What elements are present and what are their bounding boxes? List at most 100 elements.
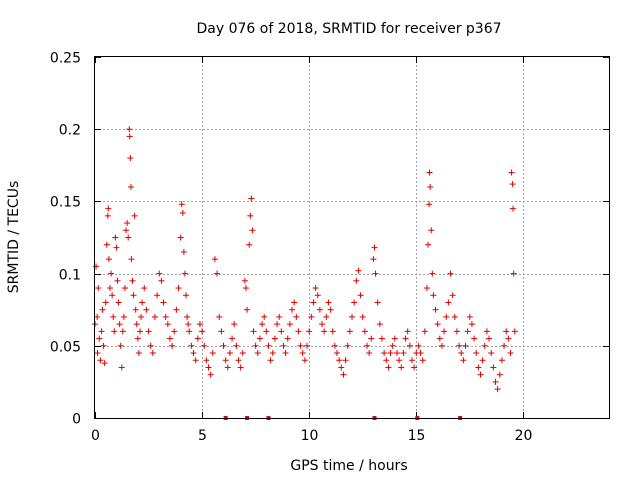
data-point xyxy=(359,313,366,320)
data-point xyxy=(488,350,495,357)
data-point xyxy=(475,364,482,371)
data-point xyxy=(338,364,345,371)
data-point xyxy=(299,350,306,357)
data-point xyxy=(353,277,360,284)
data-point xyxy=(340,371,347,378)
data-point xyxy=(123,227,130,234)
data-point xyxy=(143,306,150,313)
data-point xyxy=(203,357,210,364)
plot-frame xyxy=(94,56,610,419)
data-point xyxy=(261,313,268,320)
data-point xyxy=(374,299,381,306)
data-point xyxy=(511,328,518,335)
data-point xyxy=(385,364,392,371)
data-point xyxy=(237,364,244,371)
data-point xyxy=(425,241,432,248)
data-point xyxy=(136,328,143,335)
data-point xyxy=(250,328,257,335)
data-point xyxy=(363,342,370,349)
data-point xyxy=(254,350,261,357)
data-point xyxy=(508,169,515,176)
data-point xyxy=(477,371,484,378)
data-point xyxy=(291,299,298,306)
data-point xyxy=(128,256,135,263)
data-point xyxy=(196,321,203,328)
data-point xyxy=(505,335,512,342)
data-point xyxy=(242,285,249,292)
data-point xyxy=(188,342,195,349)
data-point xyxy=(209,350,216,357)
data-point xyxy=(133,321,140,328)
data-point xyxy=(222,357,229,364)
data-point xyxy=(100,342,107,349)
x-axis-label: GPS time / hours xyxy=(290,458,407,474)
data-point xyxy=(207,371,214,378)
data-point xyxy=(481,342,488,349)
data-point xyxy=(376,321,383,328)
data-point xyxy=(269,350,276,357)
data-point xyxy=(498,357,505,364)
data-point xyxy=(169,342,176,349)
data-point xyxy=(282,350,289,357)
data-point xyxy=(331,342,338,349)
data-point xyxy=(211,256,218,263)
data-point xyxy=(124,220,131,227)
data-point xyxy=(252,342,259,349)
data-point xyxy=(297,342,304,349)
data-point xyxy=(453,328,460,335)
data-point xyxy=(393,350,400,357)
data-point xyxy=(468,321,475,328)
data-point xyxy=(391,335,398,342)
data-point xyxy=(456,342,463,349)
data-point xyxy=(263,328,270,335)
data-point xyxy=(438,342,445,349)
data-point xyxy=(321,328,328,335)
data-point xyxy=(278,328,285,335)
data-point xyxy=(406,342,413,349)
data-point xyxy=(231,321,238,328)
data-point xyxy=(349,313,355,320)
data-point xyxy=(346,328,353,335)
x-tick-label: 15 xyxy=(408,428,426,444)
data-point xyxy=(381,350,388,357)
data-point xyxy=(462,342,469,349)
data-point xyxy=(179,209,186,216)
data-point xyxy=(509,181,516,188)
data-point xyxy=(366,350,373,357)
data-point xyxy=(280,342,287,349)
data-point xyxy=(329,328,336,335)
data-point xyxy=(235,357,242,364)
data-point xyxy=(115,299,122,306)
data-point xyxy=(494,386,501,393)
data-point xyxy=(471,335,478,342)
data-point xyxy=(104,212,111,219)
x-tick-label: 20 xyxy=(515,428,533,444)
data-point xyxy=(226,350,233,357)
data-point xyxy=(94,313,101,320)
data-point xyxy=(101,360,108,367)
data-point xyxy=(181,270,188,277)
data-point xyxy=(503,328,510,335)
data-point xyxy=(429,270,436,277)
data-point xyxy=(154,292,161,299)
data-point xyxy=(180,248,187,255)
data-point xyxy=(141,285,148,292)
data-point xyxy=(205,364,212,371)
data-point xyxy=(131,212,138,219)
data-point xyxy=(130,292,137,299)
data-point xyxy=(190,350,197,357)
data-point xyxy=(411,364,418,371)
data-point xyxy=(173,306,180,313)
data-point xyxy=(126,126,133,133)
data-point xyxy=(357,292,364,299)
data-point xyxy=(112,234,119,241)
x-tick-label: 5 xyxy=(198,428,207,444)
data-point xyxy=(119,328,126,335)
data-point xyxy=(447,270,454,277)
data-point xyxy=(507,350,514,357)
data-point xyxy=(314,292,321,299)
data-point xyxy=(177,234,184,241)
data-points xyxy=(92,126,518,393)
data-point xyxy=(445,299,452,306)
